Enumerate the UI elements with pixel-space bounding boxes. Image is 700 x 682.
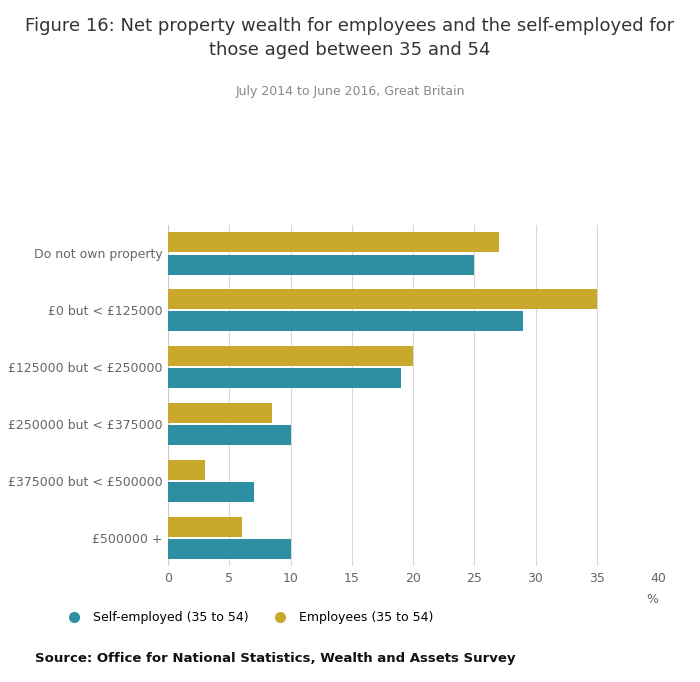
- Legend: Self-employed (35 to 54), Employees (35 to 54): Self-employed (35 to 54), Employees (35 …: [57, 606, 438, 629]
- Text: %: %: [646, 593, 658, 606]
- Bar: [168, 254, 475, 274]
- Bar: [168, 517, 242, 537]
- Text: Source: Office for National Statistics, Wealth and Assets Survey: Source: Office for National Statistics, …: [35, 652, 515, 665]
- Bar: [168, 460, 204, 479]
- Text: Figure 16: Net property wealth for employees and the self-employed for
those age: Figure 16: Net property wealth for emplo…: [25, 17, 675, 59]
- Bar: [168, 368, 400, 388]
- Bar: [168, 289, 596, 309]
- Text: July 2014 to June 2016, Great Britain: July 2014 to June 2016, Great Britain: [235, 85, 465, 98]
- Bar: [168, 403, 272, 423]
- Bar: [168, 539, 290, 559]
- Bar: [168, 425, 290, 445]
- Bar: [168, 482, 253, 502]
- Bar: [168, 312, 524, 331]
- Bar: [168, 346, 413, 366]
- Bar: [168, 233, 498, 252]
